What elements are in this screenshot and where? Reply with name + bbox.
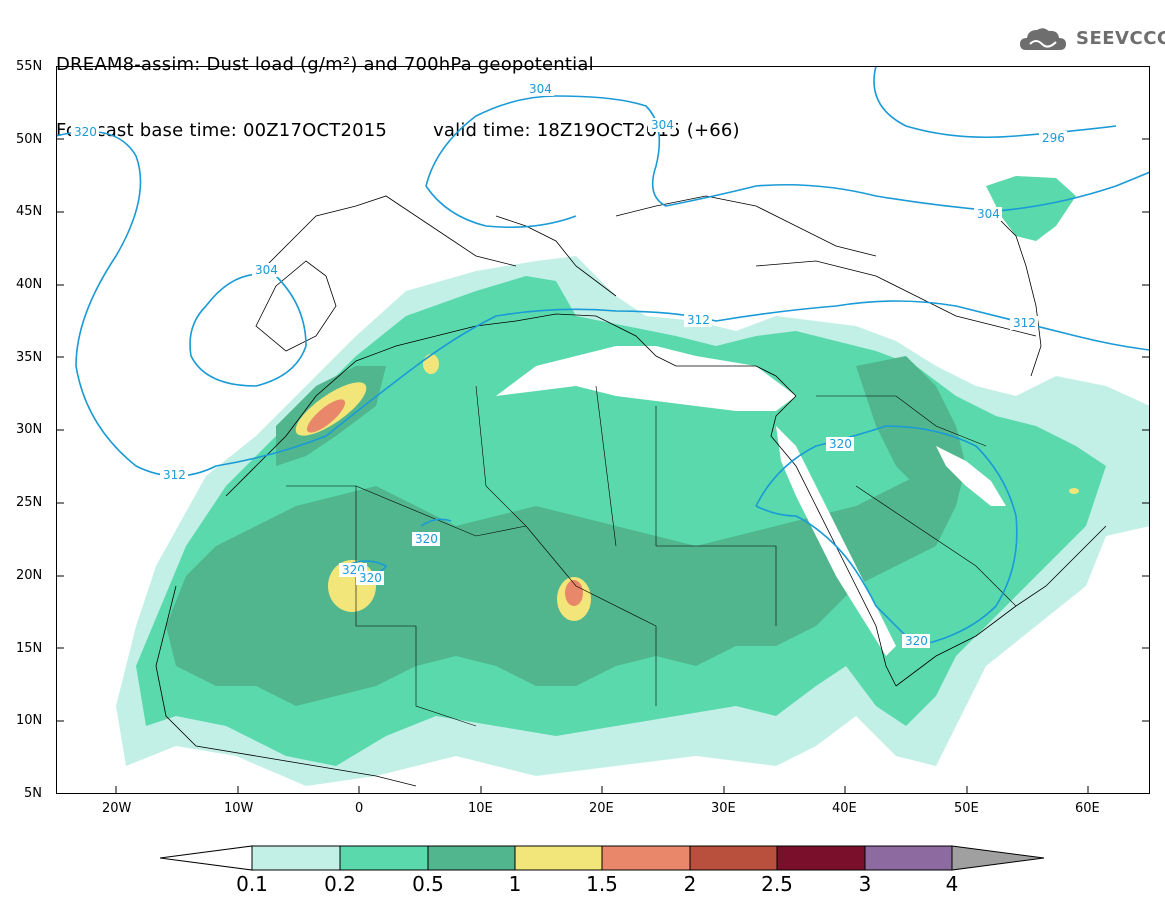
dust-hotspot-algeria — [423, 354, 439, 374]
contour-label-304-east: 304 — [977, 207, 1000, 221]
contour-label-312-east: 312 — [1013, 316, 1036, 330]
title-line-1: DREAM8-assim: Dust load (g/m²) and 700hP… — [56, 54, 594, 75]
colorbar-high-arrow — [951, 845, 1045, 871]
axis-ticks — [56, 138, 1150, 794]
lat-label-25n: 25N — [16, 495, 43, 510]
sea-red — [776, 426, 896, 656]
lon-label-20e: 20E — [589, 801, 614, 816]
contour-label-304-iberia: 304 — [255, 263, 278, 277]
dust-field-0.2-caucasus — [986, 176, 1076, 241]
colorbar-bin-0.2 — [339, 845, 429, 871]
colorbar-label-1.5: 1.5 — [586, 872, 618, 896]
colorbar-bin-3 — [864, 845, 953, 871]
colorbar-low-arrow — [160, 845, 253, 871]
sea-mediterranean — [496, 346, 796, 411]
lon-label-30e: 30E — [711, 801, 736, 816]
contour-label-320-arabia: 320 — [829, 437, 852, 451]
colorbar-label-4: 4 — [945, 872, 959, 896]
lat-label-30n: 30N — [16, 422, 43, 437]
colorbar-label-0.5: 0.5 — [412, 872, 444, 896]
colorbar-label-3: 3 — [858, 872, 872, 896]
contour-304-central — [425, 185, 577, 229]
contour-304-north — [425, 95, 1150, 212]
lat-label-50n: 50N — [16, 132, 43, 147]
colorbar-bin-1.5 — [601, 845, 691, 871]
title-line-2: Forecast base time: 00Z17OCT2015 valid ti… — [56, 120, 740, 142]
seevccc-logo: SEEVCCC — [1018, 22, 1165, 56]
sea-persian-gulf — [936, 446, 1006, 506]
dust-field-0.5-arabia — [856, 356, 966, 506]
contour-label-296: 296 — [1042, 131, 1065, 145]
cloud-icon — [1020, 28, 1066, 50]
contour-label-320-algeria: 320 — [415, 532, 438, 546]
colorbar-label-2.5: 2.5 — [761, 872, 793, 896]
dust-hotspot-gulf — [1069, 488, 1079, 494]
dust-hotspot-morocco-2 — [306, 399, 346, 433]
contour-label-312-med: 312 — [687, 313, 710, 327]
contour-320-atlantic — [56, 130, 217, 477]
map-panel: 320 304 304 296 304 304 312 312 312 320 … — [56, 66, 1150, 794]
contour-304-iberia — [189, 273, 307, 387]
contour-label-320-mali-b: 320 — [359, 571, 382, 585]
lon-label-10w: 10W — [224, 801, 254, 816]
contour-312-med — [215, 300, 1150, 467]
colorbar-label-0.1: 0.1 — [236, 872, 268, 896]
colorbar-label-1: 1 — [508, 872, 522, 896]
map-title: DREAM8-assim: Dust load (g/m²) and 700hP… — [56, 10, 740, 164]
contour-label-304-north: 304 — [529, 82, 552, 96]
contour-label-320-yemen: 320 — [905, 634, 928, 648]
lat-label-40n: 40N — [16, 277, 43, 292]
colorbar-bin-2 — [689, 845, 778, 871]
dust-hotspot-chad-orange — [565, 580, 583, 606]
country-borders — [286, 385, 1017, 727]
lat-label-45n: 45N — [16, 204, 43, 219]
lon-label-10e: 10E — [468, 801, 493, 816]
lat-label-10n: 10N — [16, 713, 43, 728]
colorbar-label-2: 2 — [683, 872, 697, 896]
contour-296 — [873, 66, 1117, 139]
logo-text: SEEVCCC — [1076, 28, 1165, 49]
lon-label-60e: 60E — [1075, 801, 1100, 816]
lat-label-15n: 15N — [16, 641, 43, 656]
colorbar — [160, 845, 1045, 871]
contour-labels: 320 304 304 296 304 304 312 312 312 320 … — [71, 82, 1067, 648]
contour-label-320-atlantic: 320 — [74, 125, 97, 139]
contour-320-algeria — [420, 518, 452, 527]
lat-label-20n: 20N — [16, 568, 43, 583]
lon-label-20w: 20W — [102, 801, 132, 816]
lon-label-50e: 50E — [954, 801, 979, 816]
contour-320-arabia — [755, 425, 1018, 647]
colorbar-bin-2.5 — [776, 845, 866, 871]
dust-load-map: 320 304 304 296 304 304 312 312 312 320 … — [56, 66, 1150, 794]
colorbar-bin-1 — [514, 845, 603, 871]
colorbar-bin-0.1 — [251, 845, 341, 871]
lat-label-5n: 5N — [24, 786, 42, 801]
lon-label-40e: 40E — [832, 801, 857, 816]
valid-time: valid time: 18Z19OCT2015 (+66) — [433, 120, 740, 141]
contour-label-304-central: 304 — [651, 118, 674, 132]
geopotential-contours — [56, 66, 1150, 647]
colorbar-label-0.2: 0.2 — [324, 872, 356, 896]
coastlines — [155, 195, 1107, 787]
contour-label-312-west: 312 — [163, 468, 186, 482]
lon-label-0: 0 — [355, 801, 364, 816]
colorbar-bin-0.5 — [427, 845, 516, 871]
lat-label-55n: 55N — [16, 59, 43, 74]
lat-label-35n: 35N — [16, 350, 43, 365]
